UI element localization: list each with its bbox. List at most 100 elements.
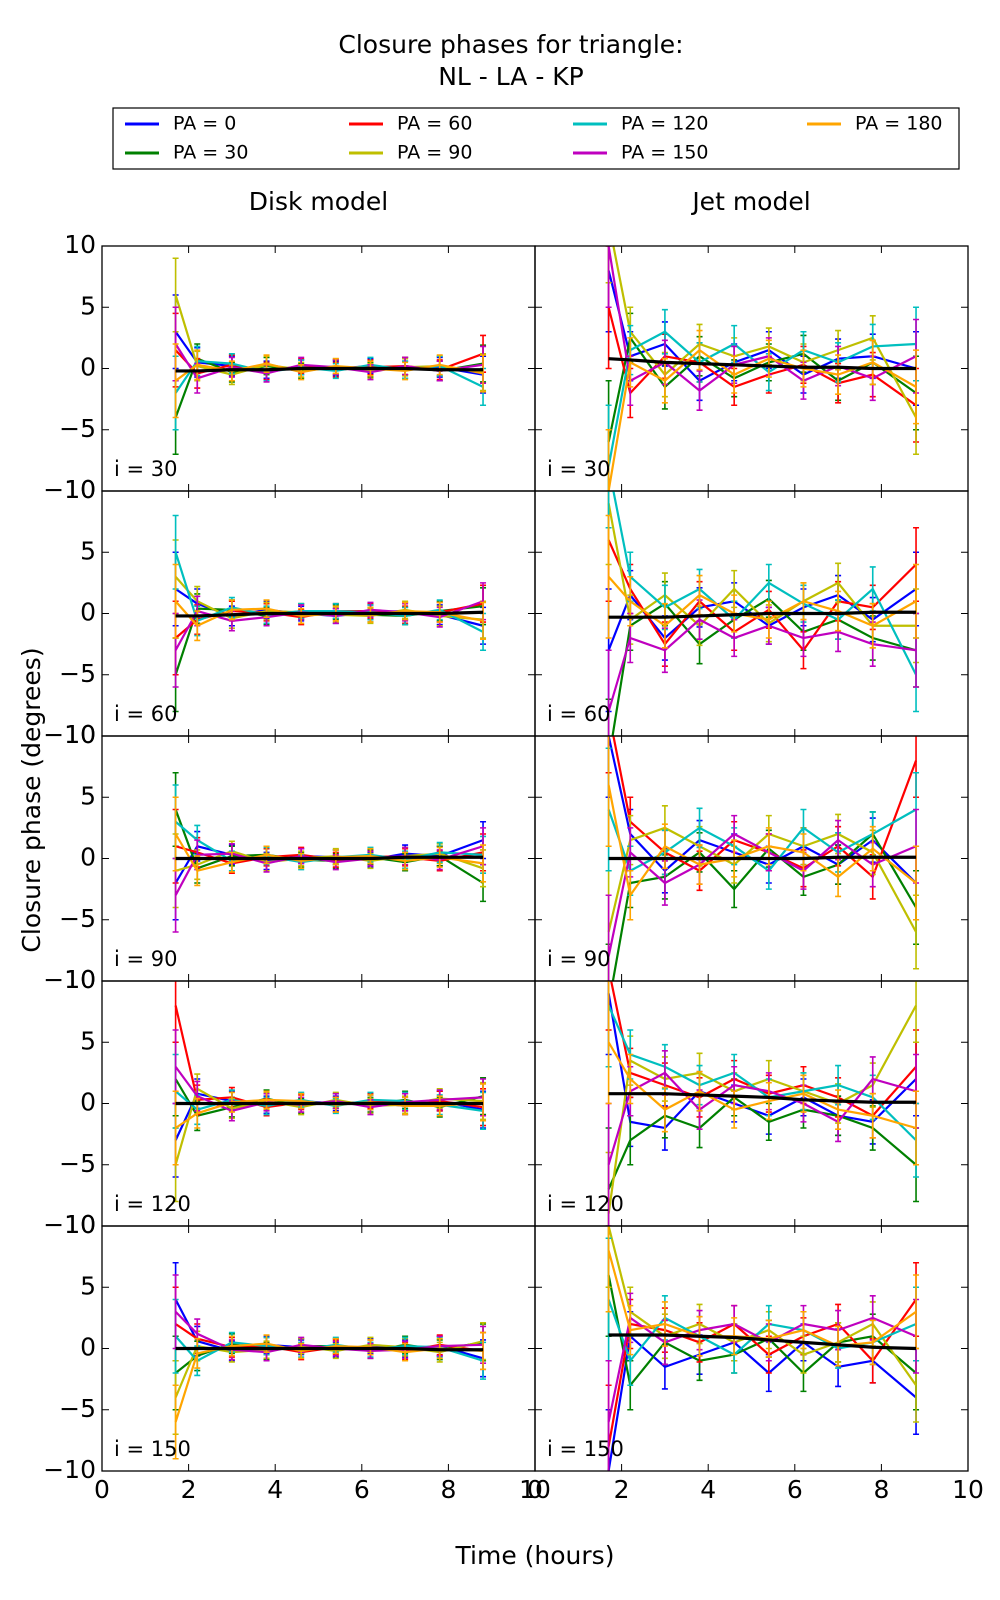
y-tick-label: 0 <box>80 598 96 627</box>
y-tick-label: 5 <box>80 291 96 320</box>
plot-area <box>605 246 920 491</box>
series-line <box>607 1274 917 1388</box>
figure-title: NL - LA - KP <box>438 62 584 91</box>
panel-annotation: i = 90 <box>547 947 611 971</box>
y-tick-label: −10 <box>43 965 96 994</box>
x-tick-label: 8 <box>440 1475 456 1504</box>
plot-area <box>605 981 920 1226</box>
plot-area <box>605 1226 920 1471</box>
series-line <box>607 1005 917 1142</box>
panel-annotation: i = 90 <box>114 947 178 971</box>
series-line <box>607 1095 917 1190</box>
y-tick-label: 10 <box>64 965 96 994</box>
panel-annotation: i = 60 <box>547 702 611 726</box>
y-tick-label: −10 <box>43 1455 96 1484</box>
y-tick-label: 10 <box>64 475 96 504</box>
model-line <box>175 855 484 861</box>
y-tick-label: −5 <box>59 1149 96 1178</box>
column-title: Disk model <box>249 187 389 216</box>
y-tick-label: −10 <box>43 1210 96 1239</box>
series-line <box>607 832 917 957</box>
x-tick-label: 2 <box>181 1475 197 1504</box>
legend-label: PA = 0 <box>173 113 236 135</box>
x-tick-label: 6 <box>787 1475 803 1504</box>
series-line <box>607 270 917 383</box>
x-tick-label: 4 <box>700 1475 716 1504</box>
model-line <box>608 855 917 861</box>
y-tick-label: 0 <box>80 843 96 872</box>
model-line <box>175 610 484 618</box>
y-tick-label: −5 <box>59 904 96 933</box>
model-line <box>608 1092 917 1104</box>
model-line <box>175 1346 484 1352</box>
y-tick-label: 0 <box>80 353 96 382</box>
plot-area <box>172 1261 487 1460</box>
y-tick-label: 5 <box>80 1271 96 1300</box>
model-line <box>608 1333 917 1351</box>
series-line <box>611 832 917 981</box>
x-tick-label: 10 <box>519 1475 551 1504</box>
series-line <box>607 330 917 467</box>
series-line <box>607 1316 917 1423</box>
y-tick-label: 10 <box>64 230 96 259</box>
series-line <box>607 1334 917 1471</box>
series-line <box>607 576 917 628</box>
x-tick-label: 8 <box>873 1475 889 1504</box>
x-axis-label: Time (hours) <box>455 1541 615 1570</box>
y-tick-label: −5 <box>59 414 96 443</box>
series-line <box>612 491 918 676</box>
y-tick-label: −10 <box>43 720 96 749</box>
legend-label: PA = 120 <box>621 113 709 135</box>
x-tick-label: 0 <box>527 1475 543 1504</box>
legend-label: PA = 60 <box>397 113 472 135</box>
column-title: Jet model <box>690 187 810 216</box>
panel-annotation: i = 30 <box>114 457 178 481</box>
model-line <box>608 357 917 371</box>
panel-annotation: i = 120 <box>547 1192 624 1216</box>
x-tick-label: 0 <box>94 1475 110 1504</box>
y-tick-label: 0 <box>80 1333 96 1362</box>
legend-label: PA = 150 <box>621 142 709 164</box>
series-line <box>607 618 917 712</box>
y-tick-label: 0 <box>80 1088 96 1117</box>
plot-area <box>172 514 487 713</box>
panel-annotation: i = 60 <box>114 702 178 726</box>
y-tick-label: −5 <box>59 659 96 688</box>
x-tick-label: 4 <box>267 1475 283 1504</box>
y-axis-label: Closure phase (degrees) <box>17 647 46 952</box>
y-tick-label: 5 <box>80 781 96 810</box>
legend-label: PA = 90 <box>397 142 472 164</box>
x-tick-label: 10 <box>952 1475 984 1504</box>
x-tick-label: 6 <box>354 1475 370 1504</box>
series-line <box>607 1226 917 1386</box>
model-line <box>608 610 917 619</box>
error-bar <box>605 428 612 491</box>
plot-area <box>605 736 920 981</box>
panel-annotation: i = 150 <box>547 1437 624 1461</box>
y-tick-label: −10 <box>43 475 96 504</box>
plot-area <box>172 981 487 1203</box>
series-line <box>612 246 918 419</box>
y-tick-label: 10 <box>64 720 96 749</box>
plot-area <box>605 491 920 736</box>
plot-area <box>172 771 487 933</box>
panel-annotation: i = 120 <box>114 1192 191 1216</box>
figure-title: Closure phases for triangle: <box>338 30 683 59</box>
y-tick-label: 10 <box>64 1210 96 1239</box>
legend-label: PA = 180 <box>855 113 943 135</box>
series-line <box>607 784 917 898</box>
legend-box <box>112 107 960 170</box>
x-tick-label: 2 <box>614 1475 630 1504</box>
plot-area <box>172 257 487 456</box>
y-tick-label: 5 <box>80 536 96 565</box>
panel-annotation: i = 150 <box>114 1437 191 1461</box>
y-tick-label: 5 <box>80 1026 96 1055</box>
error-bar <box>605 246 612 309</box>
model-line <box>175 366 484 373</box>
series-line <box>607 306 917 407</box>
y-tick-label: −5 <box>59 1394 96 1423</box>
